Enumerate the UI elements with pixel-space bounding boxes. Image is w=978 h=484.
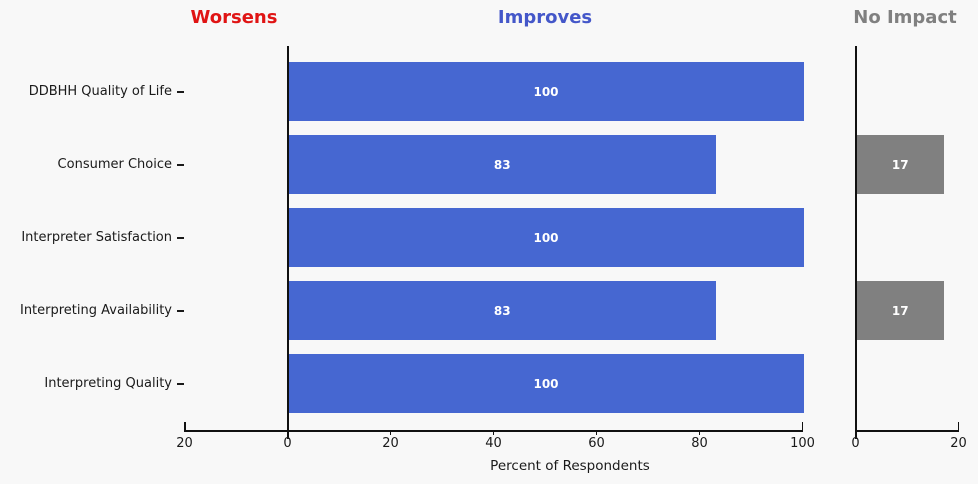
axis-end-cap-worsens [184,422,186,431]
improves-zero-spine [287,46,289,439]
category-label: Interpreting Availability [19,302,172,318]
x-tick-label: 40 [485,436,502,451]
x-axis-line-right [855,430,959,432]
bar-improves: 100 [288,208,804,267]
bar-value-label: 100 [533,230,559,245]
bar-value-label: 17 [891,303,909,318]
category-label: Consumer Choice [57,156,172,172]
x-axis-title: Percent of Respondents [490,458,650,474]
x-tick-mark [698,430,701,435]
x-tick-label: 0 [283,436,292,451]
y-tick [177,309,184,312]
bar-value-label: 100 [533,84,559,99]
bar-value-label: 83 [493,303,511,318]
panel-header-improves: Improves [497,7,593,28]
bar-value-label: 83 [493,157,511,172]
bar-no-impact: 17 [856,135,945,194]
y-tick [177,90,184,93]
no-impact-zero-spine [855,46,857,439]
y-tick [177,236,184,239]
bar-no-impact: 17 [856,281,945,340]
x-tick-mark [389,430,392,435]
x-tick-label: 100 [790,436,815,451]
bar-improves: 100 [288,354,804,413]
x-tick-label: 20 [382,436,399,451]
x-tick-label: 80 [691,436,708,451]
panel-header-worsens: Worsens [190,7,278,28]
y-tick [177,382,184,385]
x-tick-mark [492,430,495,435]
category-label: Interpreter Satisfaction [21,229,172,245]
x-tick-mark [595,430,598,435]
x-tick-label: 60 [588,436,605,451]
bar-value-label: 100 [533,376,559,391]
panel-header-no-impact: No Impact [853,7,957,28]
y-tick [177,163,184,166]
axis-end-cap-improves [801,422,803,431]
category-label: Interpreting Quality [44,375,172,391]
bar-improves: 100 [288,62,804,121]
x-tick-label: 20 [176,436,193,451]
x-tick-label: 20 [950,436,967,451]
axis-end-cap-no-impact [957,422,959,431]
bar-value-label: 17 [891,157,909,172]
x-tick-label: 0 [851,436,860,451]
category-label: DDBHH Quality of Life [28,83,172,99]
bar-improves: 83 [288,281,716,340]
bar-improves: 83 [288,135,716,194]
